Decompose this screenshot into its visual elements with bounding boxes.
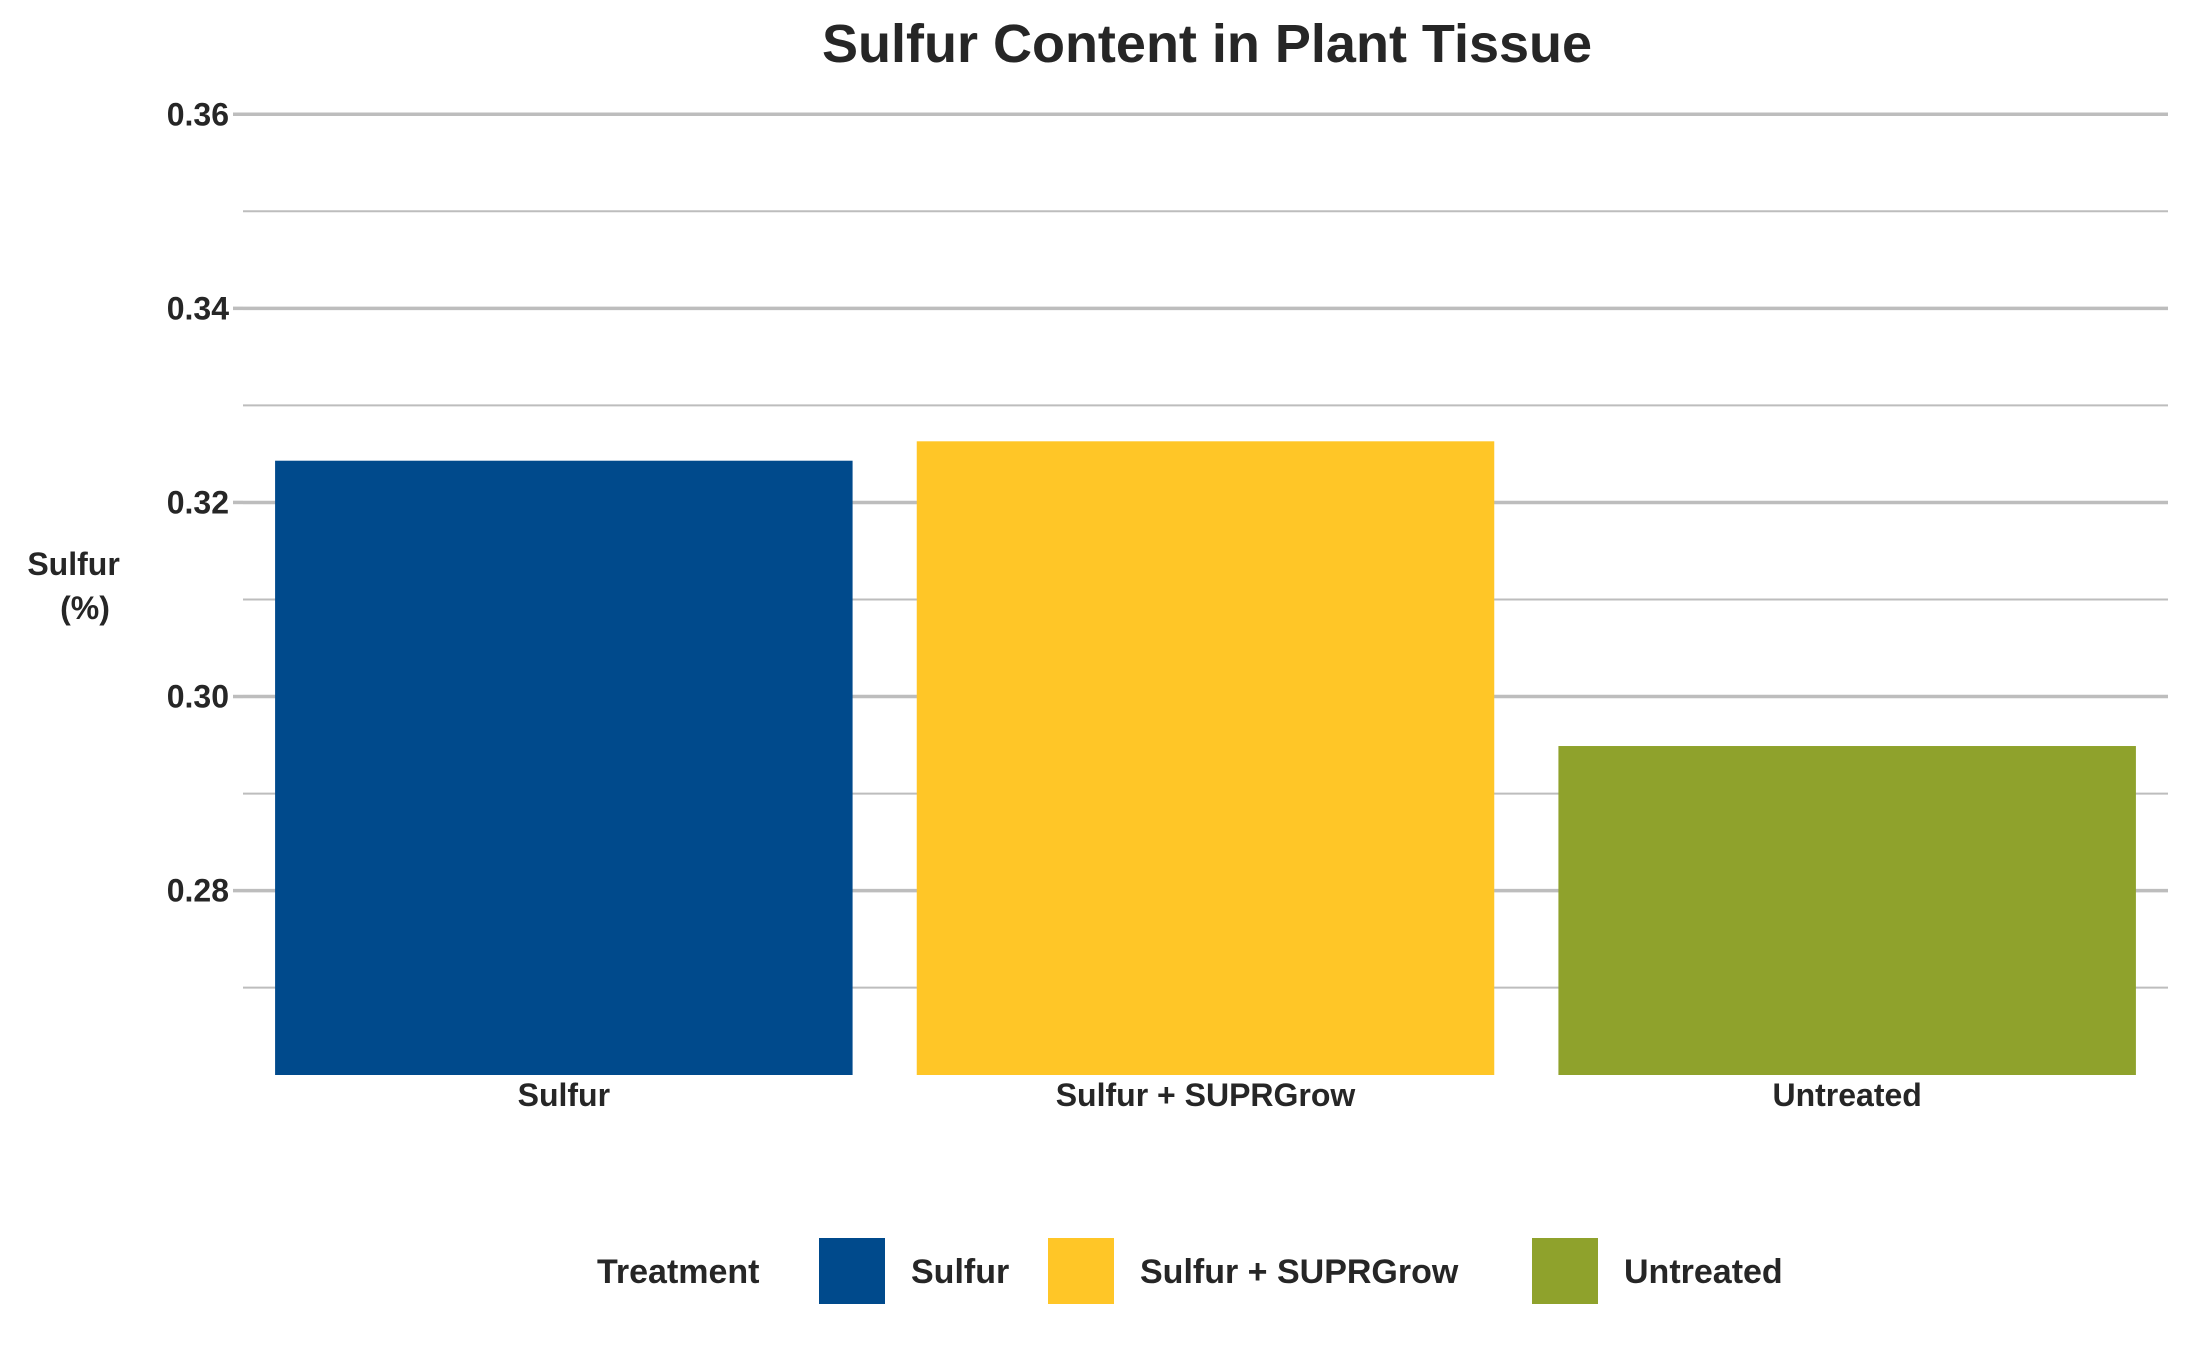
x-tick-label: Sulfur + SUPRGrow [1056, 1077, 1356, 1113]
legend-label: Sulfur [911, 1253, 1009, 1291]
bar [916, 441, 1495, 1075]
legend-label: Untreated [1624, 1253, 1783, 1291]
bar [1558, 746, 2136, 1075]
y-axis-title: Sulfur (%) [27, 546, 128, 626]
legend: Treatment Sulfur Sulfur + SUPRGrow Untreat… [597, 1238, 1783, 1304]
y-tick-label: 0.28 [167, 873, 229, 909]
y-tick-label: 0.32 [167, 484, 229, 520]
legend-swatch [819, 1238, 885, 1304]
legend-swatch [1048, 1238, 1114, 1304]
legend-swatch [1532, 1238, 1598, 1304]
y-tick-label: 0.34 [167, 290, 229, 326]
x-tick-label: Sulfur [518, 1077, 610, 1113]
y-tick-label: 0.30 [167, 679, 229, 715]
legend-label: Sulfur + SUPRGrow [1140, 1253, 1459, 1291]
y-axis: 0.28 0.30 0.32 0.34 0.36 [167, 96, 243, 909]
y-tick-label: 0.36 [167, 96, 229, 132]
legend-title: Treatment [597, 1253, 760, 1291]
y-axis-title-line-1: Sulfur [27, 546, 119, 582]
bars [275, 441, 2136, 1075]
x-axis: Sulfur Sulfur + SUPRGrow Untreated [518, 1077, 1922, 1113]
chart-title: Sulfur Content in Plant Tissue [822, 14, 1592, 74]
bar [275, 460, 853, 1075]
y-axis-title-line-2: (%) [60, 590, 110, 626]
x-tick-label: Untreated [1772, 1077, 1921, 1113]
